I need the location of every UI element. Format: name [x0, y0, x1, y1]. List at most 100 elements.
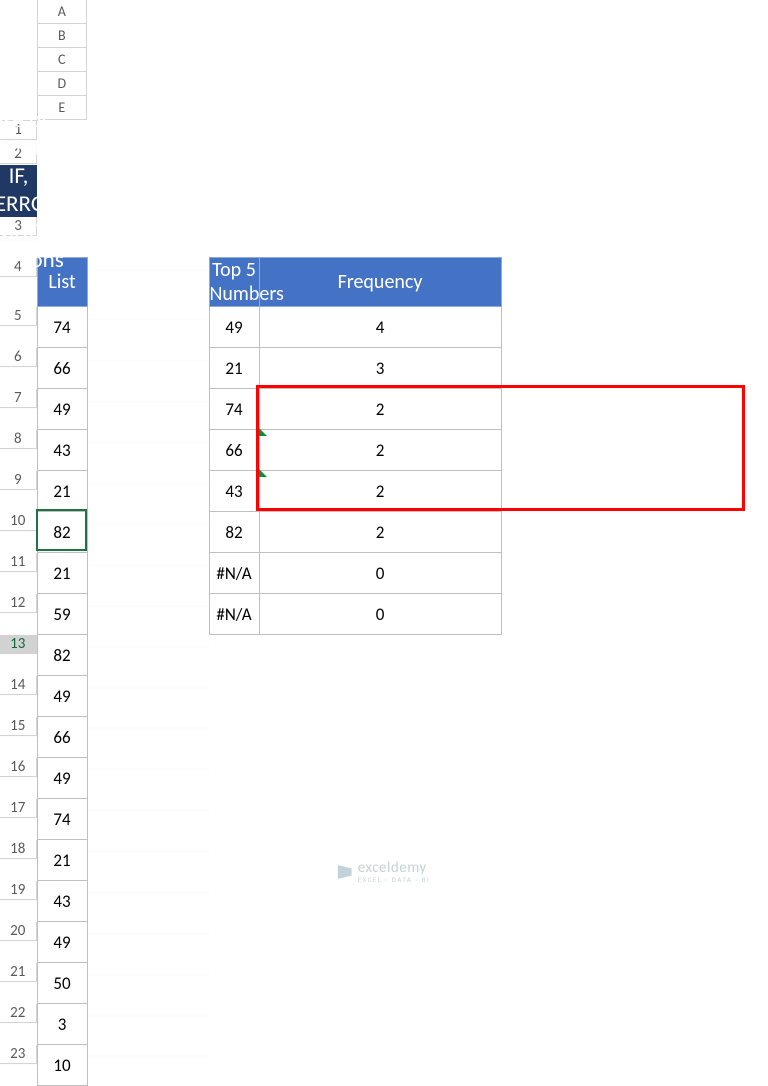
cell-A18[interactable] [0, 859, 37, 860]
cell-A22[interactable] [0, 1023, 37, 1024]
cell-A14[interactable] [0, 695, 37, 696]
cell-E23[interactable] [88, 1057, 210, 1058]
cell-B22[interactable]: 3 [37, 1004, 87, 1045]
row-header-22[interactable]: 22 [0, 1004, 37, 1023]
cell-E17[interactable] [88, 811, 210, 812]
cell-C7[interactable] [88, 401, 209, 402]
cell-C10[interactable] [88, 524, 209, 525]
row-header-18[interactable]: 18 [0, 840, 37, 859]
cell-E7[interactable]: 2 [259, 389, 501, 430]
cell-A5[interactable] [0, 326, 37, 327]
row-header-19[interactable]: 19 [0, 881, 37, 900]
row-header-23[interactable]: 23 [0, 1045, 37, 1064]
cell-D6[interactable]: 21 [209, 348, 259, 389]
cell-E5[interactable]: 4 [259, 307, 501, 348]
cell-C5[interactable] [88, 319, 209, 320]
cell-A17[interactable] [0, 818, 37, 819]
cell-A16[interactable] [0, 777, 37, 778]
cell-D4[interactable]: Top 5 Numbers [209, 258, 259, 307]
cell-A11[interactable] [0, 572, 37, 573]
cell-E19[interactable] [88, 893, 210, 894]
row-header-11[interactable]: 11 [0, 553, 37, 572]
col-header-D[interactable]: D [38, 72, 88, 96]
row-header-15[interactable]: 15 [0, 717, 37, 736]
cell-D9[interactable]: 43 [209, 471, 259, 512]
cell-B17[interactable]: 74 [37, 799, 87, 840]
cell-D10[interactable]: 82 [209, 512, 259, 553]
cell-B12[interactable]: 59 [37, 594, 87, 635]
row-header-21[interactable]: 21 [0, 963, 37, 982]
cell-C11[interactable] [88, 565, 209, 566]
row-header-8[interactable]: 8 [0, 430, 37, 449]
cell-B7[interactable]: 49 [37, 389, 87, 430]
cell-B10[interactable]: 82 [37, 512, 87, 553]
cell-D7[interactable]: 74 [209, 389, 259, 430]
row-header-9[interactable]: 9 [0, 471, 37, 490]
cell-A19[interactable] [0, 900, 37, 901]
cell-A20[interactable] [0, 941, 37, 942]
cell-E13[interactable] [88, 647, 210, 648]
cell-C6[interactable] [88, 360, 209, 361]
cell-A4[interactable] [0, 277, 37, 278]
col-header-A[interactable]: A [38, 0, 88, 24]
row-header-17[interactable]: 17 [0, 799, 37, 818]
cell-A21[interactable] [0, 982, 37, 983]
row-header-13[interactable]: 13 [0, 635, 37, 654]
cell-E11[interactable]: 0 [259, 553, 501, 594]
cell-A6[interactable] [0, 367, 37, 368]
cell-E9[interactable]: 2 [259, 471, 501, 512]
cell-B13[interactable]: 82 [37, 635, 87, 676]
cell-E16[interactable] [88, 770, 210, 771]
cell-B6[interactable]: 66 [37, 348, 87, 389]
corner-cell[interactable] [0, 0, 37, 120]
cell-B18[interactable]: 21 [37, 840, 87, 881]
cell-E20[interactable] [88, 934, 210, 935]
cell-E15[interactable] [88, 729, 210, 730]
cell-C8[interactable] [88, 442, 209, 443]
row-header-5[interactable]: 5 [0, 307, 37, 326]
cell-D11[interactable]: #N/A [209, 553, 259, 594]
row-header-16[interactable]: 16 [0, 758, 37, 777]
cell-D12[interactable]: #N/A [209, 594, 259, 635]
cell-E4[interactable]: Frequency [259, 258, 501, 307]
cell-C4[interactable] [88, 270, 209, 271]
cell-B21[interactable]: 50 [37, 963, 87, 1004]
cell-B11[interactable]: 21 [37, 553, 87, 594]
cell-A10[interactable] [0, 531, 37, 532]
cell-A7[interactable] [0, 408, 37, 409]
cell-E18[interactable] [88, 852, 210, 853]
cell-A12[interactable] [0, 613, 37, 614]
cell-A15[interactable] [0, 736, 37, 737]
cell-C9[interactable] [88, 483, 209, 484]
cell-E6[interactable]: 3 [259, 348, 501, 389]
row-header-7[interactable]: 7 [0, 389, 37, 408]
cell-C12[interactable] [88, 606, 209, 607]
cell-E14[interactable] [88, 688, 210, 689]
cell-B23[interactable]: 10 [37, 1045, 87, 1086]
cell-B8[interactable]: 43 [37, 430, 87, 471]
col-header-C[interactable]: C [38, 48, 88, 72]
cell-B16[interactable]: 49 [37, 758, 87, 799]
cell-B19[interactable]: 43 [37, 881, 87, 922]
cell-A9[interactable] [0, 490, 37, 491]
cell-E12[interactable]: 0 [259, 594, 501, 635]
cell-B9[interactable]: 21 [37, 471, 87, 512]
cell-E22[interactable] [88, 1016, 210, 1017]
cell-D8[interactable]: 66 [209, 430, 259, 471]
row-header-20[interactable]: 20 [0, 922, 37, 941]
cell-E10[interactable]: 2 [259, 512, 501, 553]
title-cell[interactable]: Use of MODE, IF, ISERROR & MATCH Functio… [0, 165, 37, 217]
cell-B15[interactable]: 66 [37, 717, 87, 758]
row-header-14[interactable]: 14 [0, 676, 37, 695]
cell-D5[interactable]: 49 [209, 307, 259, 348]
cell-A23[interactable] [0, 1064, 37, 1065]
col-header-B[interactable]: B [38, 24, 88, 48]
row-header-10[interactable]: 10 [0, 512, 37, 531]
cell-B20[interactable]: 49 [37, 922, 87, 963]
cell-E8[interactable]: 2 [259, 430, 501, 471]
cell-B5[interactable]: 74 [37, 307, 87, 348]
row-header-6[interactable]: 6 [0, 348, 37, 367]
cell-E21[interactable] [88, 975, 210, 976]
row-header-12[interactable]: 12 [0, 594, 37, 613]
cell-B14[interactable]: 49 [37, 676, 87, 717]
